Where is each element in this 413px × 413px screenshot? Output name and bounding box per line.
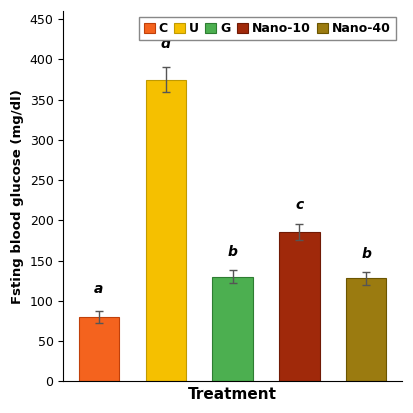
Y-axis label: Fsting blood glucose (mg/dl): Fsting blood glucose (mg/dl) (11, 89, 24, 304)
Text: c: c (295, 198, 304, 212)
Text: d: d (161, 37, 171, 51)
Text: a: a (94, 282, 103, 296)
X-axis label: Treatment: Treatment (188, 387, 277, 402)
Bar (78, 317, 119, 381)
Bar (280, 233, 320, 381)
Legend: C, U, G, Nano-10, Nano-40: C, U, G, Nano-10, Nano-40 (138, 17, 396, 40)
Bar (213, 277, 253, 381)
Bar (145, 80, 186, 381)
Text: b: b (361, 247, 371, 261)
Bar (347, 278, 387, 381)
Text: b: b (228, 245, 237, 259)
